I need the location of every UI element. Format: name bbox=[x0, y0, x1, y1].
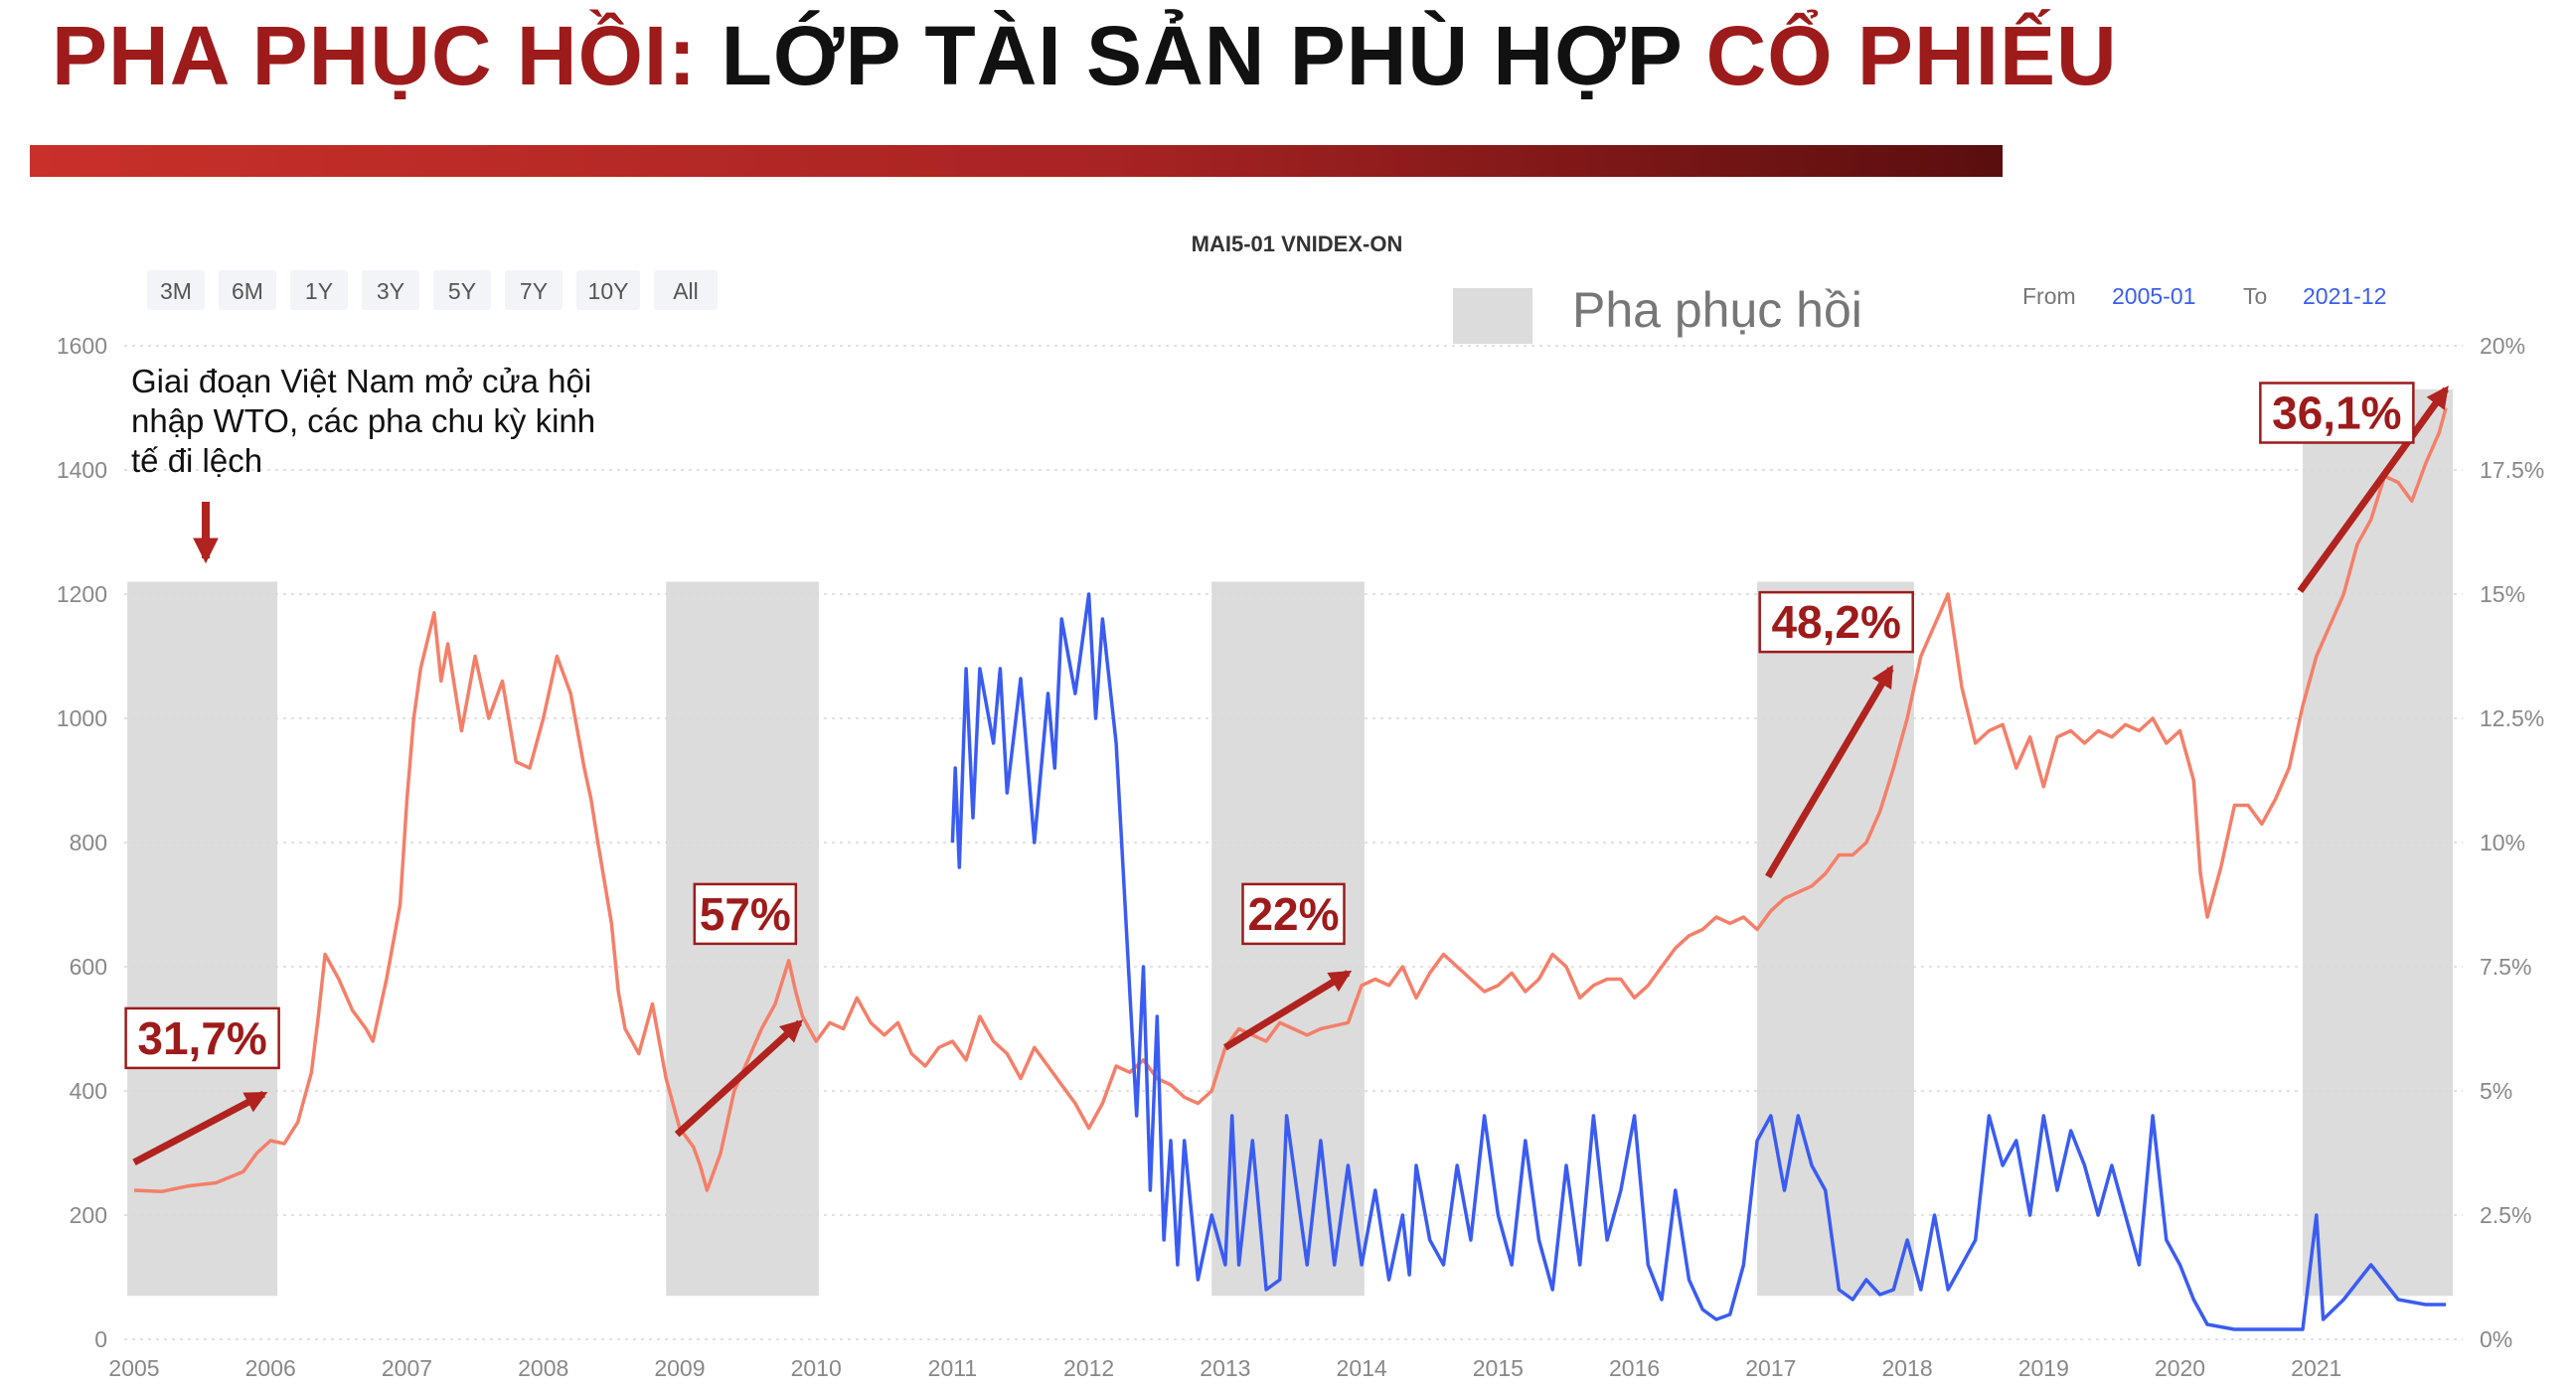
y-left-tick-label: 1400 bbox=[57, 457, 107, 483]
gain-2013-box bbox=[1241, 882, 1346, 946]
x-tick-label: 2011 bbox=[928, 1355, 977, 1381]
x-tick-label: 2009 bbox=[654, 1355, 705, 1381]
x-tick-label: 2013 bbox=[1200, 1355, 1250, 1381]
wto-note-line3: tế đi lệch bbox=[131, 442, 262, 479]
range-button-label: 3Y bbox=[377, 278, 404, 304]
y-left-tick-label: 200 bbox=[70, 1202, 107, 1228]
gain-2005-arrow bbox=[132, 1091, 268, 1165]
range-button-5y[interactable]: 5Y bbox=[433, 270, 491, 310]
range-button-label: 10Y bbox=[588, 278, 629, 304]
range-button-all[interactable]: All bbox=[654, 270, 718, 310]
gain-2013-label: 22% bbox=[1247, 888, 1339, 940]
x-tick-label: 2018 bbox=[1881, 1355, 1932, 1381]
y-right-tick-label: 20% bbox=[2480, 333, 2525, 359]
gain-2021-arrow bbox=[2297, 386, 2449, 593]
wto-note-line1: Giai đoạn Việt Nam mở cửa hội bbox=[131, 363, 591, 399]
range-button-10y[interactable]: 10Y bbox=[576, 270, 640, 310]
range-button-3y[interactable]: 3Y bbox=[362, 270, 419, 310]
x-tick-label: 2007 bbox=[382, 1355, 432, 1381]
gain-2005-label: 31,7% bbox=[137, 1012, 266, 1064]
to-label: To bbox=[2243, 283, 2267, 309]
title-part3: CỔ PHIẾU bbox=[1705, 9, 2118, 102]
range-button-label: All bbox=[673, 278, 699, 304]
range-button-label: 3M bbox=[160, 278, 192, 304]
range-button-bg bbox=[290, 270, 348, 310]
gain-2017-box bbox=[1758, 590, 1914, 654]
gain-2005-box bbox=[124, 1006, 280, 1070]
range-button-bg bbox=[576, 270, 640, 310]
legend-label: Pha phục hồi bbox=[1572, 282, 1862, 338]
range-button-bg bbox=[433, 270, 491, 310]
y-right-tick-label: 2.5% bbox=[2480, 1202, 2531, 1228]
range-button-label: 5Y bbox=[448, 278, 476, 304]
wto-note-line2: nhập WTO, các pha chu kỳ kinh bbox=[131, 402, 595, 439]
vnindex-line bbox=[133, 407, 2448, 1194]
y-left-tick-label: 400 bbox=[70, 1078, 107, 1104]
title-part1: PHA PHỤC HỒI: bbox=[52, 9, 698, 102]
x-tick-label: 2014 bbox=[1337, 1355, 1387, 1381]
wto-note: Giai đoạn Việt Nam mở cửa hội nhập WTO, … bbox=[131, 363, 604, 479]
interest-rate-line bbox=[950, 592, 2447, 1331]
x-tick-label: 2005 bbox=[108, 1355, 159, 1381]
gain-2009-label: 57% bbox=[700, 888, 791, 940]
page-title: PHA PHỤC HỒI: LỚP TÀI SẢN PHÙ HỢP CỔ PHI… bbox=[52, 8, 2118, 104]
y-left-tick-label: 800 bbox=[70, 830, 107, 855]
gain-2021-label: 36,1% bbox=[2272, 387, 2401, 439]
range-button-6m[interactable]: 6M bbox=[219, 270, 276, 310]
gain-2017-arrow bbox=[1765, 665, 1894, 879]
x-tick-label: 2019 bbox=[2018, 1355, 2069, 1381]
legend-swatch bbox=[1453, 288, 1532, 344]
x-tick-label: 2017 bbox=[1745, 1355, 1796, 1381]
y-right-tick-label: 12.5% bbox=[2480, 705, 2544, 731]
gain-2009-arrow bbox=[674, 1019, 804, 1138]
title-underline-bar bbox=[30, 145, 2003, 177]
range-button-bg bbox=[147, 270, 205, 310]
y-right-tick-label: 10% bbox=[2480, 830, 2525, 855]
recovery-phase-band bbox=[127, 581, 278, 1297]
gain-2009-box bbox=[693, 882, 798, 946]
chart-title: MAI5-01 VNIDEX-ON bbox=[1192, 232, 1403, 256]
y-left-tick-label: 1200 bbox=[57, 581, 107, 607]
title-part2: LỚP TÀI SẢN PHÙ HỢP bbox=[721, 9, 1683, 102]
range-button-label: 6M bbox=[232, 278, 263, 304]
from-date-input[interactable]: 2005-01 bbox=[2112, 283, 2195, 309]
y-left-tick-label: 1000 bbox=[57, 705, 107, 731]
chart-area: 0 200 400 600 800 1000 1200 1400 1600 0% 2.5% 5% 7.… bbox=[57, 232, 2544, 1381]
y-right-tick-label: 17.5% bbox=[2480, 457, 2544, 483]
range-button-label: 7Y bbox=[520, 278, 548, 304]
x-tick-label: 2012 bbox=[1063, 1355, 1114, 1381]
gain-2021-box bbox=[2259, 382, 2415, 444]
gain-2013-arrow bbox=[1223, 970, 1353, 1051]
recovery-phase-band bbox=[1757, 581, 1914, 1297]
x-tick-label: 2008 bbox=[518, 1355, 568, 1381]
gain-2017-label: 48,2% bbox=[1771, 596, 1900, 648]
x-tick-label: 2021 bbox=[2291, 1355, 2341, 1381]
x-tick-label: 2015 bbox=[1473, 1355, 1524, 1381]
from-label: From bbox=[2022, 283, 2076, 309]
x-tick-label: 2010 bbox=[791, 1355, 842, 1381]
range-button-bg bbox=[654, 270, 718, 310]
range-button-7y[interactable]: 7Y bbox=[505, 270, 563, 310]
y-left-tick-label: 600 bbox=[70, 954, 107, 980]
range-selector: 3M 6M 1Y 3Y 5Y 7Y 10Y All bbox=[147, 270, 718, 310]
range-button-bg bbox=[219, 270, 276, 310]
range-button-1y[interactable]: 1Y bbox=[290, 270, 348, 310]
x-tick-label: 2020 bbox=[2155, 1355, 2205, 1381]
range-button-bg bbox=[362, 270, 419, 310]
range-button-bg bbox=[505, 270, 563, 310]
x-tick-label: 2016 bbox=[1609, 1355, 1660, 1381]
range-button-3m[interactable]: 3M bbox=[147, 270, 205, 310]
y-right-tick-label: 7.5% bbox=[2480, 954, 2531, 980]
to-date-input[interactable]: 2021-12 bbox=[2303, 283, 2386, 309]
y-right-tick-label: 5% bbox=[2480, 1078, 2512, 1104]
range-button-label: 1Y bbox=[305, 278, 333, 304]
x-tick-label: 2006 bbox=[245, 1355, 296, 1381]
y-left-tick-label: 0 bbox=[94, 1326, 107, 1352]
y-right-tick-label: 0% bbox=[2480, 1326, 2512, 1352]
y-right-tick-label: 15% bbox=[2480, 581, 2525, 607]
y-left-tick-label: 1600 bbox=[57, 333, 107, 359]
